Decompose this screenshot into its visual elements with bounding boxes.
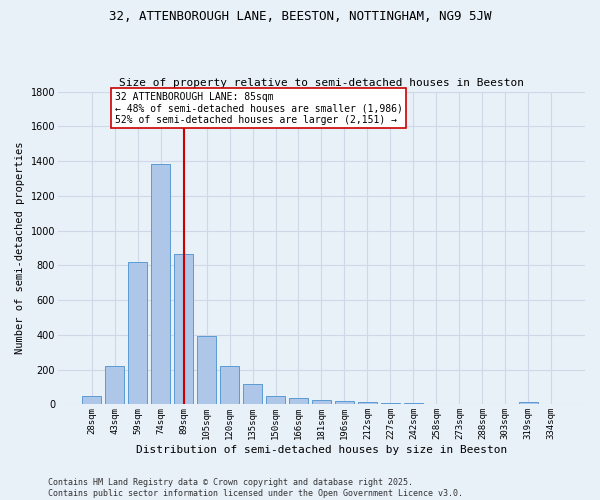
Bar xyxy=(197,336,217,404)
Bar xyxy=(220,366,239,405)
Text: 32, ATTENBOROUGH LANE, BEESTON, NOTTINGHAM, NG9 5JW: 32, ATTENBOROUGH LANE, BEESTON, NOTTINGH… xyxy=(109,10,491,23)
Text: 32 ATTENBOROUGH LANE: 85sqm
← 48% of semi-detached houses are smaller (1,986)
52: 32 ATTENBOROUGH LANE: 85sqm ← 48% of sem… xyxy=(115,92,403,125)
Bar xyxy=(518,402,538,404)
Bar xyxy=(128,262,148,404)
X-axis label: Distribution of semi-detached houses by size in Beeston: Distribution of semi-detached houses by … xyxy=(136,445,507,455)
Bar xyxy=(312,400,331,404)
Text: Contains HM Land Registry data © Crown copyright and database right 2025.
Contai: Contains HM Land Registry data © Crown c… xyxy=(48,478,463,498)
Bar xyxy=(82,396,101,404)
Y-axis label: Number of semi-detached properties: Number of semi-detached properties xyxy=(15,142,25,354)
Bar xyxy=(335,401,354,404)
Bar xyxy=(243,384,262,404)
Bar xyxy=(380,402,400,404)
Title: Size of property relative to semi-detached houses in Beeston: Size of property relative to semi-detach… xyxy=(119,78,524,88)
Bar xyxy=(174,254,193,404)
Bar xyxy=(289,398,308,404)
Bar xyxy=(358,402,377,404)
Bar xyxy=(404,403,423,404)
Bar xyxy=(105,366,124,405)
Bar xyxy=(151,164,170,404)
Bar xyxy=(266,396,285,404)
